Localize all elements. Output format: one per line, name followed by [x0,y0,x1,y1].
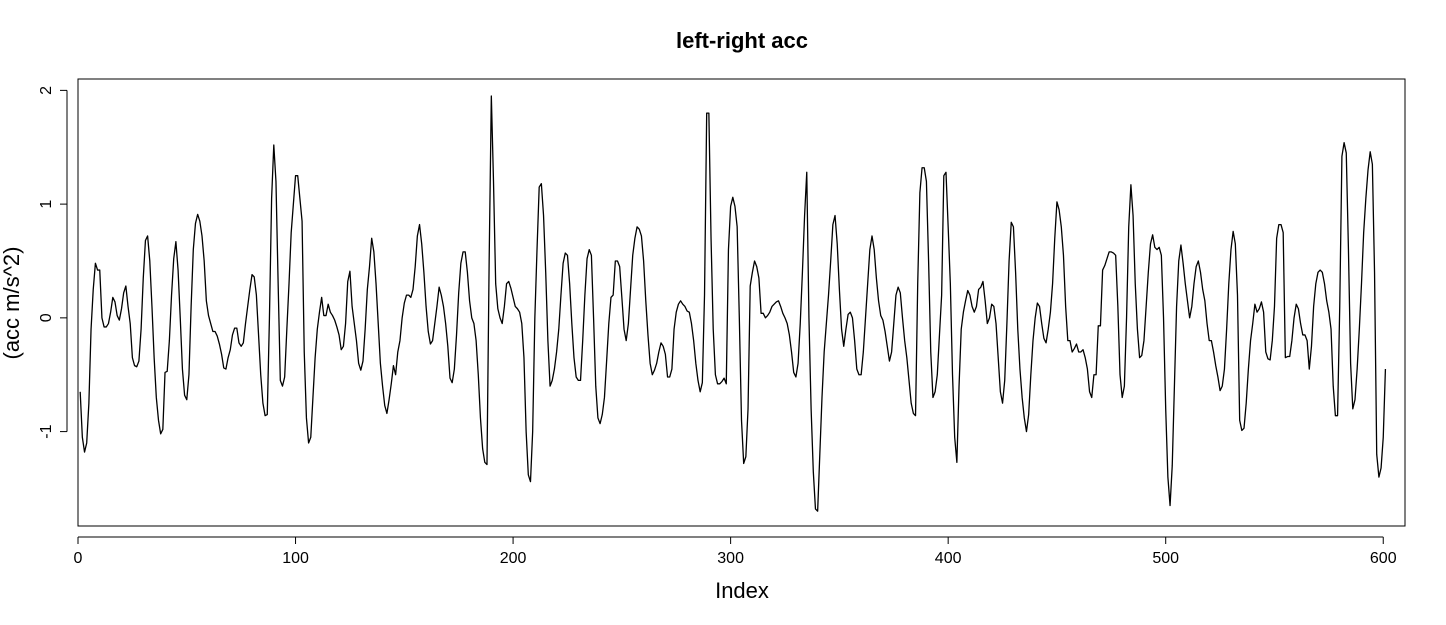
x-tick-label: 500 [1152,550,1179,567]
chart-title: left-right acc [676,28,808,53]
y-tick-label: 2 [38,86,55,95]
y-tick-label: 0 [38,313,55,322]
x-tick-label: 400 [935,550,962,567]
x-tick-label: 300 [717,550,744,567]
x-axis-title: Index [715,578,769,603]
y-tick-label: 1 [38,200,55,209]
y-axis-title: (acc m/s^2) [0,247,24,360]
x-tick-label: 0 [74,550,83,567]
x-axis: 0 100 200 300 400 500 600 [74,536,1397,567]
y-axis: -1 0 1 2 [38,86,68,439]
x-tick-label: 200 [500,550,527,567]
y-tick-label: -1 [38,424,55,438]
x-tick-label: 100 [282,550,309,567]
series-line [79,95,1387,512]
x-tick-label: 600 [1370,550,1397,567]
plot-frame [77,78,1406,527]
